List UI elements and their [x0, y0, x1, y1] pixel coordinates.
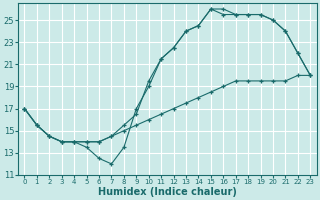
X-axis label: Humidex (Indice chaleur): Humidex (Indice chaleur): [98, 187, 237, 197]
